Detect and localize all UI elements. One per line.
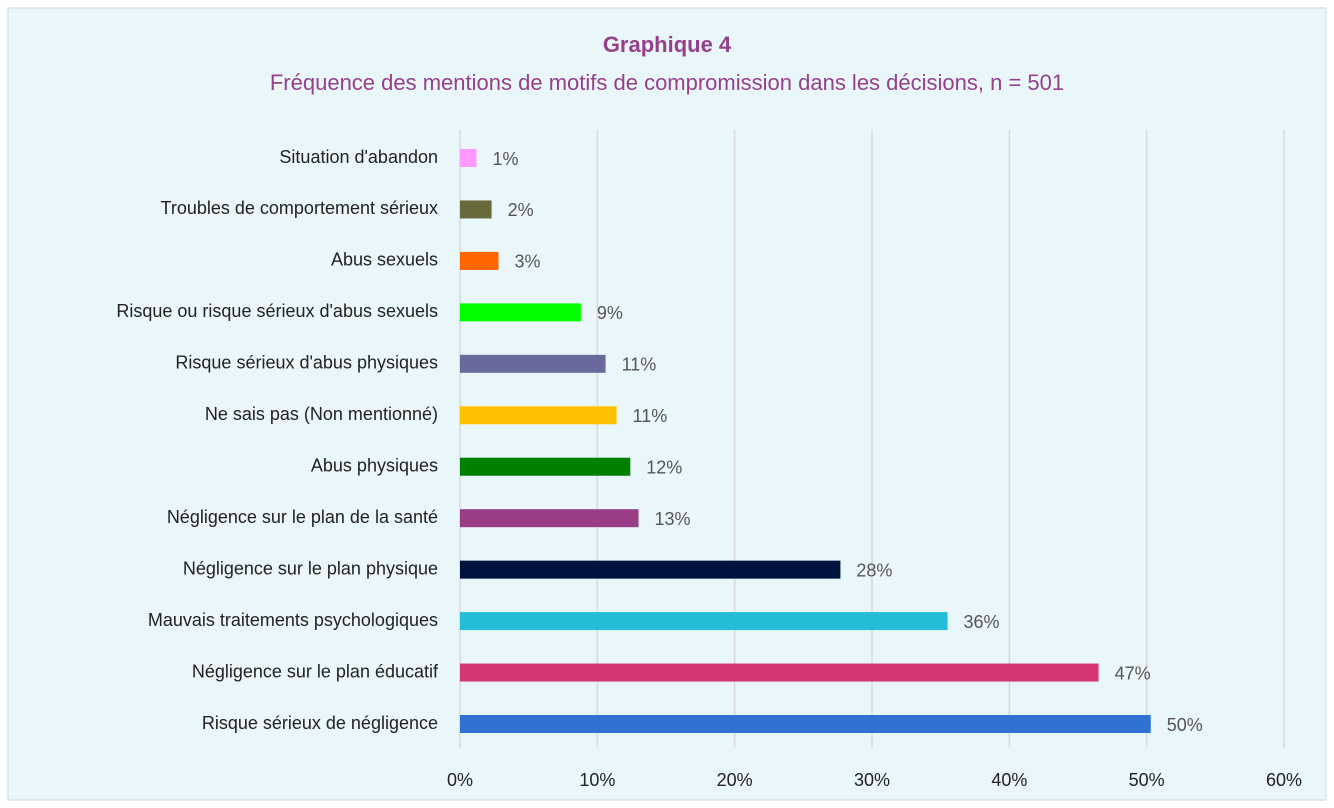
data-label: 11% <box>633 406 668 426</box>
y-tick-label: Abus physiques <box>311 455 438 475</box>
x-tick-label: 10% <box>579 770 615 790</box>
y-tick-label: Ne sais pas (Non mentionné) <box>205 404 438 424</box>
data-label: 11% <box>622 355 657 375</box>
data-label: 3% <box>514 252 540 272</box>
y-tick-label: Risque sérieux d'abus physiques <box>175 353 438 373</box>
bar <box>460 509 639 528</box>
data-label: 13% <box>655 509 691 529</box>
data-label: 47% <box>1115 663 1151 683</box>
data-label: 36% <box>964 612 1000 632</box>
x-tick-label: 40% <box>991 770 1027 790</box>
data-label: 1% <box>492 149 518 169</box>
y-tick-label: Situation d'abandon <box>279 147 438 167</box>
chart-title: Graphique 4 <box>603 32 732 57</box>
data-label: 2% <box>508 200 534 220</box>
data-label: 9% <box>597 303 623 323</box>
y-tick-label: Abus sexuels <box>331 250 438 270</box>
bar <box>460 715 1151 733</box>
y-tick-label: Risque ou risque sérieux d'abus sexuels <box>116 301 438 321</box>
bar <box>460 612 948 631</box>
y-tick-label: Négligence sur le plan éducatif <box>192 661 439 681</box>
bar <box>460 406 617 425</box>
data-label: 28% <box>856 560 892 580</box>
bar <box>460 303 581 322</box>
x-tick-label: 30% <box>854 770 890 790</box>
y-tick-label: Négligence sur le plan physique <box>183 558 438 578</box>
x-tick-label: 20% <box>717 770 753 790</box>
bar <box>460 663 1099 682</box>
y-tick-label: Troubles de comportement sérieux <box>161 198 438 218</box>
y-tick-label: Mauvais traitements psychologiques <box>148 610 438 630</box>
x-tick-label: 0% <box>447 770 473 790</box>
y-tick-label: Risque sérieux de négligence <box>202 713 438 733</box>
data-label: 50% <box>1167 715 1203 735</box>
x-tick-label: 60% <box>1266 770 1302 790</box>
y-tick-label: Négligence sur le plan de la santé <box>167 507 438 527</box>
bar <box>460 457 631 476</box>
data-label: 12% <box>646 457 682 477</box>
chart-subtitle: Fréquence des mentions de motifs de comp… <box>270 70 1064 95</box>
bar <box>460 560 841 579</box>
bar <box>460 200 492 219</box>
x-tick-label: 50% <box>1129 770 1165 790</box>
bar <box>460 251 499 270</box>
bar <box>460 149 477 167</box>
bar <box>460 354 606 373</box>
